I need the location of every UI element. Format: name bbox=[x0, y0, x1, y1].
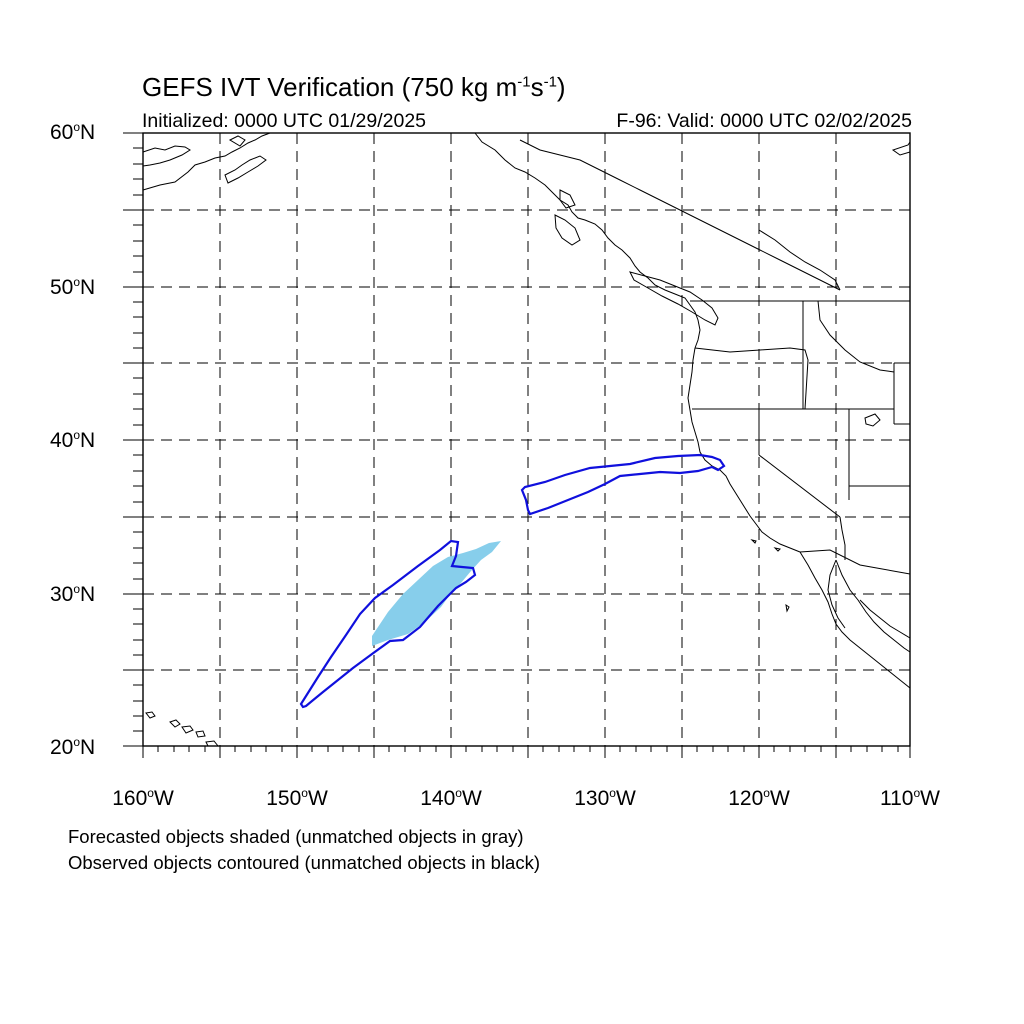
lon-label-130w: 130oW bbox=[574, 786, 636, 810]
lon-label-140w: 140oW bbox=[420, 786, 482, 810]
lon-label-160w: 160oW bbox=[112, 786, 174, 810]
observed-object-contour-1 bbox=[299, 539, 477, 709]
lon-label-110w: 110oW bbox=[880, 786, 940, 810]
lat-label-20n: 20oN bbox=[50, 735, 96, 759]
lon-label-120w: 120oW bbox=[728, 786, 790, 810]
map-title: GEFS IVT Verification (750 kg m-1s-1) bbox=[142, 72, 566, 102]
lat-label-50n: 50oN bbox=[50, 275, 96, 299]
lat-label-40n: 40oN bbox=[50, 428, 96, 452]
forecast-note: Forecasted objects shaded (unmatched obj… bbox=[68, 826, 524, 847]
initialized-label: Initialized: 0000 UTC 01/29/2025 bbox=[142, 110, 427, 132]
valid-time-label: F-96: Valid: 0000 UTC 02/02/2025 bbox=[616, 110, 912, 132]
lon-label-150w: 150oW bbox=[266, 786, 328, 810]
forecast-object-shaded bbox=[372, 541, 501, 646]
tick-marks bbox=[123, 132, 911, 758]
coastlines bbox=[142, 132, 911, 747]
political-borders bbox=[690, 229, 911, 575]
gridlines bbox=[143, 133, 910, 746]
observed-object-contour-2 bbox=[520, 453, 726, 516]
observed-note: Observed objects contoured (unmatched ob… bbox=[68, 852, 541, 873]
lat-label-60n: 60oN bbox=[50, 120, 96, 144]
lat-label-30n: 30oN bbox=[50, 582, 96, 606]
